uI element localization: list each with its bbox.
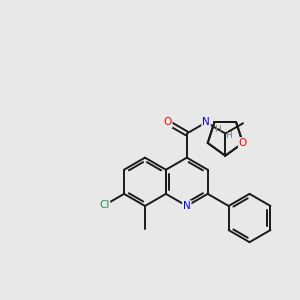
Text: O: O <box>239 138 247 148</box>
Text: H: H <box>225 131 232 140</box>
Text: N: N <box>202 117 210 128</box>
Text: N: N <box>183 201 191 211</box>
Text: H: H <box>214 124 221 134</box>
Text: O: O <box>164 117 172 128</box>
Text: Cl: Cl <box>99 200 110 210</box>
